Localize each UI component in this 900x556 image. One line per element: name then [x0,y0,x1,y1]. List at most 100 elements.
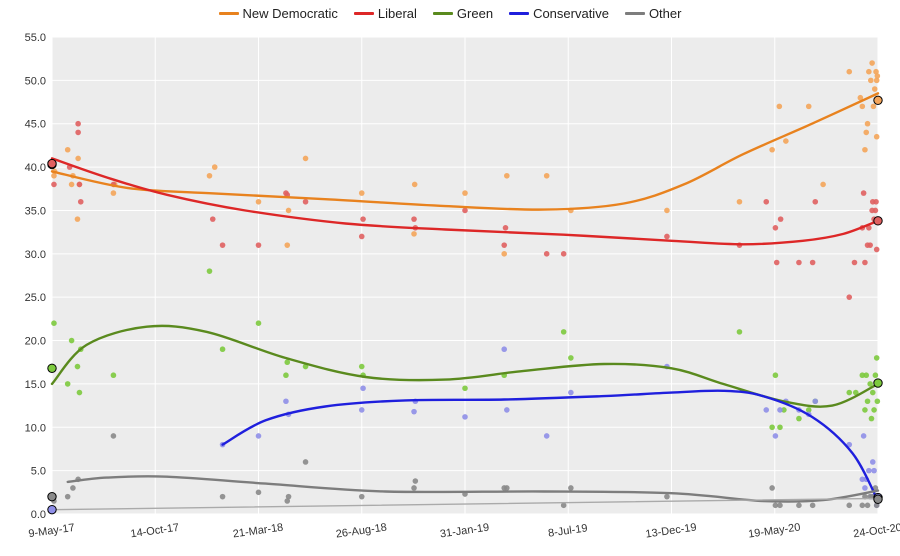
data-point [874,73,881,79]
data-point [736,329,743,335]
legend-label: New Democratic [242,6,338,21]
legend-item: Liberal [353,6,417,21]
series-trend-line [50,92,880,211]
data-point [76,181,83,188]
data-point [64,146,71,153]
series-trend-line [50,157,880,246]
data-point [769,146,775,153]
data-point [411,231,417,237]
election-result-marker [47,363,57,373]
data-point [772,433,779,439]
data-point [74,216,81,222]
data-point [219,242,226,248]
data-point [868,77,874,84]
data-point [805,407,812,413]
data-point [206,172,213,179]
x-tick-label: 13-Dec-19 [645,522,698,541]
data-point [777,407,783,413]
data-point [873,68,879,75]
x-tick-label: 14-Oct-17 [130,522,180,541]
data-point [867,242,873,248]
data-point [859,476,866,483]
x-tick-label: 8-Jul-19 [547,522,588,539]
chart-legend: New Democratic Liberal Green Conservative Ot… [0,6,900,21]
data-point [206,268,213,274]
data-point [358,407,365,413]
data-point [772,225,779,231]
data-point [805,103,812,110]
legend-label: Conservative [533,6,609,21]
data-point [501,251,508,257]
data-point [862,146,868,153]
data-point [864,120,871,127]
data-point [857,94,864,101]
data-point [462,414,468,420]
data-point [219,493,226,500]
data-point [411,408,417,415]
data-point [462,385,468,392]
data-point [70,485,76,491]
data-point [51,181,57,188]
data-point [411,181,418,188]
data-point [869,459,876,465]
data-point [501,346,508,353]
data-point [777,216,784,222]
data-point [209,216,216,222]
legend-swatch [218,12,239,15]
legend-label: Liberal [377,6,417,21]
data-point [867,381,873,387]
data-point [796,502,802,509]
data-point [358,363,365,370]
data-point [302,155,309,162]
data-point [769,424,775,431]
data-point [763,198,770,205]
y-tick-label: 40.0 [25,162,46,174]
y-tick-label: 15.0 [25,379,46,391]
data-point [873,133,880,140]
data-point [859,103,866,110]
data-point [772,372,779,379]
data-point [820,181,826,188]
data-point [783,138,789,144]
data-point [872,485,879,491]
legend-item: Conservative [509,6,609,21]
y-tick-label: 10.0 [25,422,46,434]
data-point [211,164,218,170]
series-trend-line [221,389,880,503]
data-point [812,198,819,205]
data-point [869,60,875,66]
data-point [874,398,881,405]
y-tick-label: 30.0 [25,249,46,261]
data-point [870,103,877,110]
legend-label: Other [648,6,682,21]
data-point [543,251,550,257]
data-point [219,346,226,353]
election-result-marker [873,494,883,504]
data-point [411,485,417,491]
data-point [543,433,550,439]
data-point [283,398,289,405]
data-point [504,485,510,491]
data-point [75,129,81,136]
data-point [285,493,292,500]
data-point [568,389,574,396]
election-result-marker [47,491,57,502]
data-point [796,415,802,422]
data-point [358,493,365,500]
data-point [412,478,419,484]
data-point [864,398,871,405]
data-point [255,320,262,327]
data-point [255,198,262,205]
data-point [110,190,117,196]
x-tick-label: 19-May-20 [747,521,801,540]
data-point [873,198,879,205]
data-point [560,329,567,335]
election-result-marker [873,378,883,388]
data-point [859,502,866,509]
data-point [543,172,550,179]
data-point [68,337,75,344]
x-tick-label: 21-Mar-18 [232,522,284,541]
data-point [873,246,880,253]
data-point [769,485,775,491]
x-tick-label: 31-Jan-19 [439,522,490,541]
